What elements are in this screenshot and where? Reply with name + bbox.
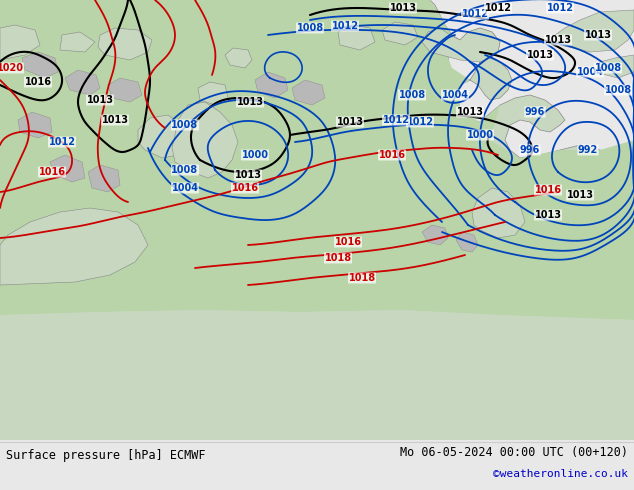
Polygon shape	[422, 225, 448, 245]
Text: 1013: 1013	[389, 3, 417, 13]
Polygon shape	[22, 52, 58, 78]
Text: Mo 06-05-2024 00:00 UTC (00+120): Mo 06-05-2024 00:00 UTC (00+120)	[400, 445, 628, 459]
Polygon shape	[0, 208, 148, 285]
Polygon shape	[225, 48, 252, 68]
Text: 992: 992	[578, 145, 598, 155]
Text: 1018: 1018	[349, 273, 375, 283]
Polygon shape	[456, 232, 478, 252]
Text: 996: 996	[520, 145, 540, 155]
Text: 1013: 1013	[534, 210, 562, 220]
Text: 1013: 1013	[545, 35, 571, 45]
Polygon shape	[108, 78, 142, 102]
Text: 1013: 1013	[236, 97, 264, 107]
Text: 1013: 1013	[101, 115, 129, 125]
Polygon shape	[255, 72, 288, 98]
Text: ©weatheronline.co.uk: ©weatheronline.co.uk	[493, 469, 628, 479]
Text: 1016: 1016	[231, 183, 259, 193]
Polygon shape	[0, 310, 634, 440]
Polygon shape	[338, 25, 375, 50]
Text: 1004: 1004	[441, 90, 469, 100]
Polygon shape	[50, 155, 85, 182]
Text: 1016: 1016	[39, 167, 65, 177]
Polygon shape	[595, 55, 634, 78]
Text: 1013: 1013	[456, 107, 484, 117]
Text: 1012: 1012	[547, 3, 574, 13]
Text: 1012: 1012	[48, 137, 75, 147]
Text: 1016: 1016	[25, 77, 51, 87]
Text: 1012: 1012	[484, 3, 512, 13]
Text: 1012: 1012	[406, 117, 434, 127]
Text: 1016: 1016	[534, 185, 562, 195]
Polygon shape	[98, 28, 152, 60]
Text: 1000: 1000	[467, 130, 493, 140]
Polygon shape	[138, 115, 185, 158]
Polygon shape	[472, 188, 525, 238]
Text: 1012: 1012	[332, 21, 358, 31]
Polygon shape	[198, 82, 228, 105]
Text: 1016: 1016	[335, 237, 361, 247]
Text: 1004: 1004	[576, 67, 604, 77]
Polygon shape	[422, 28, 500, 62]
Polygon shape	[60, 32, 95, 52]
Polygon shape	[0, 0, 634, 320]
Text: 1008: 1008	[171, 120, 198, 130]
Text: 1008: 1008	[398, 90, 425, 100]
Text: 1020: 1020	[0, 63, 23, 73]
Text: 1008: 1008	[297, 23, 323, 33]
Text: 1008: 1008	[604, 85, 631, 95]
Text: Surface pressure [hPa] ECMWF: Surface pressure [hPa] ECMWF	[6, 448, 205, 462]
Text: 1013: 1013	[567, 190, 593, 200]
Text: 1018: 1018	[325, 253, 352, 263]
Polygon shape	[382, 22, 418, 45]
Text: 1016: 1016	[378, 150, 406, 160]
Text: 1012: 1012	[462, 9, 489, 19]
Polygon shape	[88, 165, 120, 192]
Polygon shape	[0, 0, 634, 440]
Polygon shape	[292, 80, 325, 105]
Text: 1008: 1008	[171, 165, 198, 175]
Polygon shape	[555, 10, 634, 52]
Text: 1013: 1013	[585, 30, 612, 40]
Polygon shape	[0, 25, 40, 60]
Text: 1000: 1000	[242, 150, 269, 160]
Text: 1012: 1012	[382, 115, 410, 125]
Text: 1013: 1013	[235, 170, 261, 180]
Text: 1004: 1004	[172, 183, 198, 193]
Text: 1013: 1013	[337, 117, 363, 127]
Text: 996: 996	[525, 107, 545, 117]
Polygon shape	[172, 102, 238, 178]
Text: 1013: 1013	[526, 50, 553, 60]
Polygon shape	[18, 112, 52, 138]
Text: 1013: 1013	[86, 95, 113, 105]
Polygon shape	[65, 70, 100, 95]
Text: 1008: 1008	[595, 63, 621, 73]
